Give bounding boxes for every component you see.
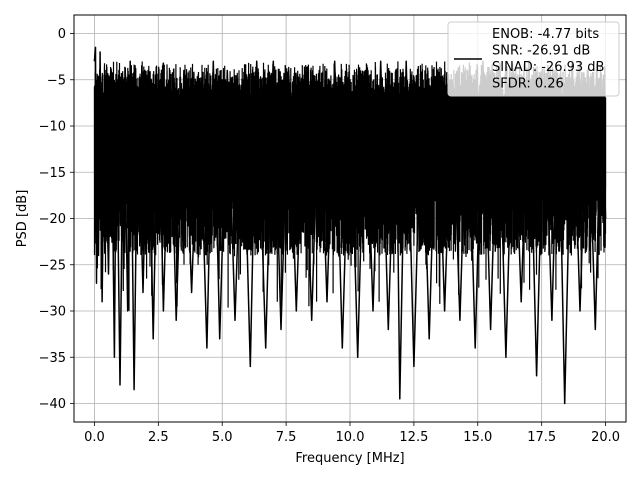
legend-line: SINAD: -26.93 dB (492, 60, 604, 75)
y-tick-label: −40 (39, 397, 66, 412)
legend-box (447, 21, 620, 97)
y-tick-label: −15 (39, 166, 66, 181)
y-tick-label: −35 (39, 351, 66, 366)
legend-line: SNR: -26.91 dB (492, 44, 590, 59)
y-axis-label: PSD [dB] (15, 190, 30, 248)
x-tick-label: 10.0 (336, 430, 365, 445)
x-tick-label: 5.0 (212, 430, 233, 445)
legend: ENOB: -4.77 bits SNR: -26.91 dB SINAD: -26… (447, 21, 620, 97)
legend-line: ENOB: -4.77 bits (492, 27, 599, 42)
psd-series-line (93, 46, 607, 405)
y-tick-label: −10 (39, 120, 66, 135)
legend-entry: ENOB: -4.77 bits SNR: -26.91 dB SINAD: -26… (492, 27, 604, 92)
x-tick-label: 0.0 (84, 430, 105, 445)
y-tick-label: −5 (47, 73, 66, 88)
x-tick-label: 20.0 (591, 430, 620, 445)
y-tick-label: −25 (39, 258, 66, 273)
x-tick-label: 7.5 (276, 430, 297, 445)
x-axis-ticks: 0.0 2.5 5.0 7.5 10.0 12.5 15.0 17.5 20.0 (84, 422, 620, 445)
y-axis-ticks: 0 −5 −10 −15 −20 −25 −30 −35 −40 (39, 27, 74, 412)
series-layer (93, 46, 607, 405)
legend-line: SFDR: 0.26 (492, 77, 564, 92)
y-tick-label: −20 (39, 212, 66, 227)
x-tick-label: 12.5 (399, 430, 428, 445)
x-tick-label: 2.5 (148, 430, 169, 445)
y-tick-label: 0 (58, 27, 66, 42)
x-tick-label: 15.0 (463, 430, 492, 445)
x-axis-label: Frequency [MHz] (295, 451, 404, 466)
y-tick-label: −30 (39, 305, 66, 320)
x-tick-label: 17.5 (527, 430, 556, 445)
